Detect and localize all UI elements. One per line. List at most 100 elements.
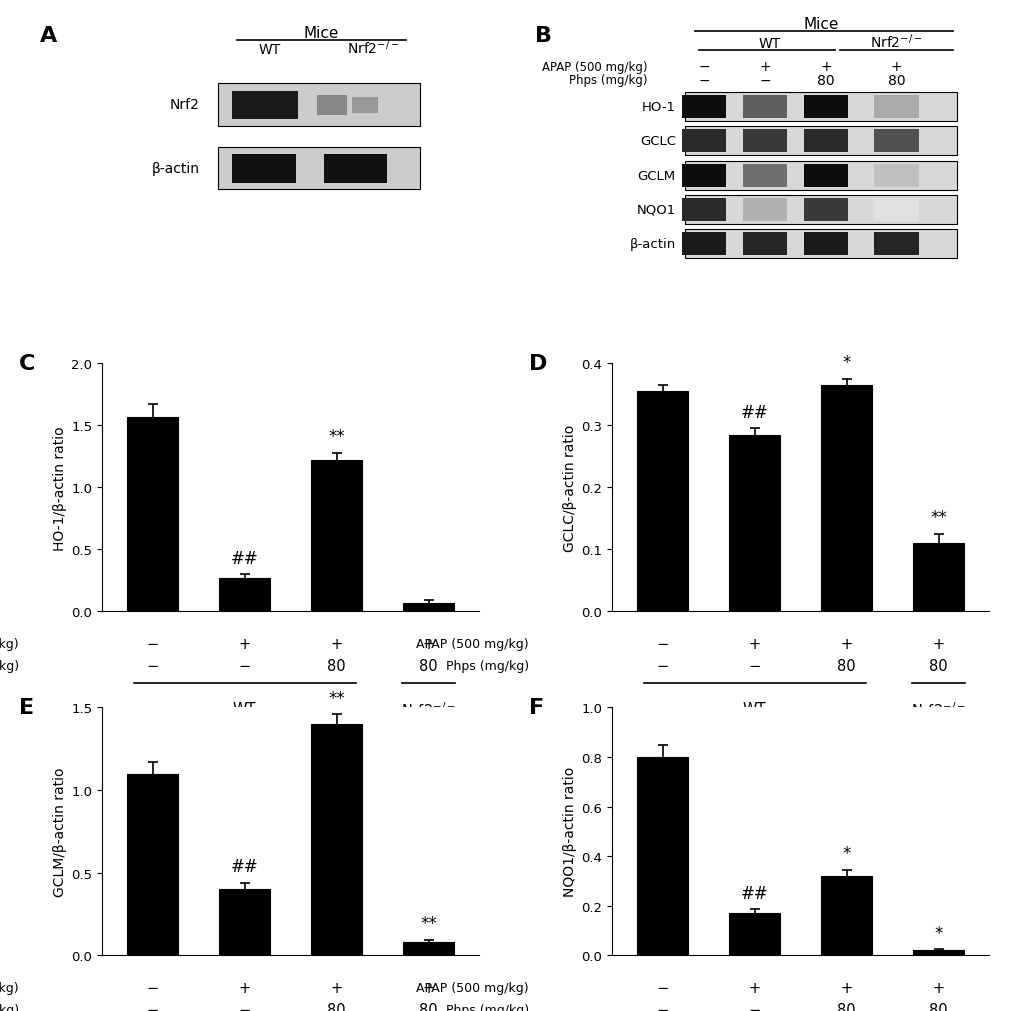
Text: −: − xyxy=(147,1002,159,1011)
Text: **: ** xyxy=(328,688,344,707)
Text: 80: 80 xyxy=(928,658,947,673)
Text: ##: ## xyxy=(740,885,767,902)
Bar xyxy=(873,96,918,118)
Text: Nrf2: Nrf2 xyxy=(169,98,200,112)
Bar xyxy=(218,148,420,190)
Y-axis label: GCLM/β-actin ratio: GCLM/β-actin ratio xyxy=(53,767,67,896)
Bar xyxy=(873,234,918,256)
Text: −: − xyxy=(698,74,709,88)
Text: −: − xyxy=(656,980,668,995)
Bar xyxy=(685,231,957,259)
Bar xyxy=(352,98,377,114)
Text: *: * xyxy=(842,844,850,862)
Bar xyxy=(803,96,848,118)
Text: APAP (500 mg/kg): APAP (500 mg/kg) xyxy=(0,637,19,650)
Text: Phps (mg/kg): Phps (mg/kg) xyxy=(0,1003,19,1011)
Text: +: + xyxy=(330,980,342,995)
Bar xyxy=(803,234,848,256)
Text: −: − xyxy=(748,1002,760,1011)
Text: +: + xyxy=(748,636,760,651)
Bar xyxy=(729,913,780,955)
Bar xyxy=(742,96,787,118)
Text: −: − xyxy=(147,980,159,995)
Bar xyxy=(873,165,918,187)
Bar xyxy=(219,890,270,955)
Bar xyxy=(685,127,957,156)
Text: GCLC: GCLC xyxy=(639,135,676,149)
Text: +: + xyxy=(422,636,434,651)
Text: β-actin: β-actin xyxy=(629,238,676,251)
Text: −: − xyxy=(656,636,668,651)
Text: Phps (mg/kg): Phps (mg/kg) xyxy=(0,659,19,672)
Text: +: + xyxy=(238,980,251,995)
Text: Nrf2$^{-/-}$: Nrf2$^{-/-}$ xyxy=(346,38,398,57)
Bar xyxy=(742,165,787,187)
Text: 80: 80 xyxy=(928,1002,947,1011)
Text: WT: WT xyxy=(232,701,256,716)
Text: Nrf2$^{-/-}$: Nrf2$^{-/-}$ xyxy=(910,701,965,720)
Text: 80: 80 xyxy=(837,1002,855,1011)
Text: APAP (500 mg/kg): APAP (500 mg/kg) xyxy=(416,637,529,650)
Text: +: + xyxy=(890,61,901,74)
Text: +: + xyxy=(758,61,770,74)
Bar xyxy=(311,461,362,612)
Text: −: − xyxy=(147,658,159,673)
Text: C: C xyxy=(19,354,36,374)
Bar xyxy=(218,84,420,126)
Bar xyxy=(681,96,726,118)
Text: 80: 80 xyxy=(327,1002,345,1011)
Bar xyxy=(742,234,787,256)
Bar xyxy=(681,234,726,256)
Text: WT: WT xyxy=(758,36,781,51)
Text: A: A xyxy=(40,26,57,47)
Text: Mice: Mice xyxy=(803,17,839,32)
Text: 80: 80 xyxy=(837,658,855,673)
Text: GCLM: GCLM xyxy=(637,170,676,182)
Bar xyxy=(913,544,963,612)
Bar xyxy=(685,162,957,190)
Text: −: − xyxy=(758,74,770,88)
Bar xyxy=(742,130,787,153)
Text: −: − xyxy=(748,658,760,673)
Bar xyxy=(820,877,871,955)
Text: +: + xyxy=(931,980,944,995)
Text: +: + xyxy=(330,636,342,651)
Text: +: + xyxy=(840,980,852,995)
Bar xyxy=(681,199,726,221)
Bar xyxy=(803,165,848,187)
Bar xyxy=(311,724,362,955)
Text: APAP (500 mg/kg): APAP (500 mg/kg) xyxy=(416,981,529,994)
Text: 80: 80 xyxy=(419,1002,437,1011)
Text: *: * xyxy=(933,924,942,942)
Text: APAP (500 mg/kg): APAP (500 mg/kg) xyxy=(0,981,19,994)
Text: +: + xyxy=(748,980,760,995)
Text: +: + xyxy=(422,980,434,995)
Text: −: − xyxy=(147,636,159,651)
Text: **: ** xyxy=(328,428,344,446)
Text: ##: ## xyxy=(740,403,767,422)
Bar xyxy=(317,96,346,115)
Text: ##: ## xyxy=(230,857,258,876)
Text: NQO1: NQO1 xyxy=(636,204,676,216)
Bar xyxy=(232,155,296,184)
Y-axis label: GCLC/β-actin ratio: GCLC/β-actin ratio xyxy=(562,425,577,551)
Text: +: + xyxy=(819,61,830,74)
Bar xyxy=(729,435,780,612)
Bar xyxy=(820,385,871,612)
Text: D: D xyxy=(529,354,547,374)
Text: β-actin: β-actin xyxy=(152,162,200,176)
Bar xyxy=(404,603,453,612)
Text: WT: WT xyxy=(742,701,765,716)
Text: −: − xyxy=(656,658,668,673)
Bar xyxy=(637,757,687,955)
Bar xyxy=(127,773,177,955)
Bar xyxy=(873,130,918,153)
Text: −: − xyxy=(698,61,709,74)
Y-axis label: HO-1/β-actin ratio: HO-1/β-actin ratio xyxy=(53,426,67,550)
Y-axis label: NQO1/β-actin ratio: NQO1/β-actin ratio xyxy=(562,766,577,897)
Text: 80: 80 xyxy=(887,74,904,88)
Text: ##: ## xyxy=(230,549,258,567)
Bar xyxy=(803,130,848,153)
Text: Nrf2$^{-/-}$: Nrf2$^{-/-}$ xyxy=(400,701,455,720)
Bar xyxy=(685,93,957,122)
